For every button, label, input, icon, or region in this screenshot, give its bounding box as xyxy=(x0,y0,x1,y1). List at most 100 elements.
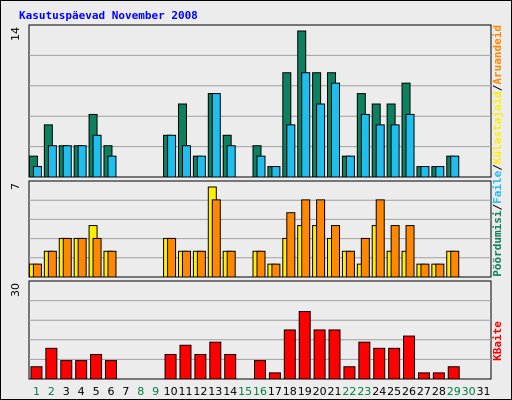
day-label-5: 5 xyxy=(93,385,100,398)
right-legend-top: Pöördumisi/Faile/Külastajaid/Aruandeid xyxy=(491,25,504,277)
bar-kbaite-day-24 xyxy=(373,347,386,380)
bar-faile-day-29 xyxy=(450,155,460,178)
bar-kbaite-day-27 xyxy=(417,372,430,380)
bar-kbaite-day-14 xyxy=(224,353,237,380)
bar-kbaite-day-16 xyxy=(254,360,266,380)
bar-aruandeid-day-10 xyxy=(167,237,177,278)
chart-title: Kasutuspäevad November 2008 xyxy=(19,9,198,22)
bar-faile-day-16 xyxy=(256,155,266,178)
day-label-25: 25 xyxy=(387,385,401,398)
panel-bottom-ymax-label: 30 xyxy=(9,283,22,297)
bar-kbaite-day-20 xyxy=(313,329,326,380)
day-label-13: 13 xyxy=(208,385,222,398)
bar-faile-day-10 xyxy=(167,134,177,178)
bar-kbaite-day-11 xyxy=(179,344,192,380)
bar-aruandeid-day-25 xyxy=(390,225,400,278)
day-label-17: 17 xyxy=(268,385,282,398)
day-label-8: 8 xyxy=(137,385,144,398)
bar-faile-day-2 xyxy=(47,145,57,178)
bar-aruandeid-day-19 xyxy=(301,199,311,278)
bar-aruandeid-day-14 xyxy=(226,250,236,278)
day-label-22: 22 xyxy=(342,385,356,398)
bar-aruandeid-day-17 xyxy=(271,263,281,278)
bar-faile-day-6 xyxy=(107,155,117,178)
bar-aruandeid-day-26 xyxy=(405,225,415,278)
bar-kbaite-day-2 xyxy=(45,347,58,380)
day-label-7: 7 xyxy=(122,385,129,398)
bar-kbaite-day-28 xyxy=(432,372,445,380)
bar-kbaite-day-6 xyxy=(104,360,117,380)
day-label-12: 12 xyxy=(193,385,207,398)
bar-kbaite-day-26 xyxy=(403,335,416,380)
bar-aruandeid-day-2 xyxy=(47,250,57,278)
bar-faile-day-26 xyxy=(405,113,415,178)
day-label-26: 26 xyxy=(402,385,416,398)
legend-aruandeid: Aruandeid xyxy=(491,25,504,85)
bar-aruandeid-day-21 xyxy=(331,225,341,278)
day-label-24: 24 xyxy=(372,385,386,398)
bar-kbaite-day-4 xyxy=(75,360,88,380)
day-label-15: 15 xyxy=(238,385,252,398)
bar-aruandeid-day-24 xyxy=(375,199,385,278)
bar-faile-day-21 xyxy=(331,82,341,178)
bar-faile-day-24 xyxy=(375,124,385,178)
bar-aruandeid-day-12 xyxy=(196,250,206,278)
bar-faile-day-1 xyxy=(32,166,42,178)
bar-kbaite-day-29 xyxy=(447,366,460,380)
bar-aruandeid-day-16 xyxy=(256,250,266,278)
right-legend-bottom: KBaite xyxy=(491,321,504,361)
bar-kbaite-day-22 xyxy=(343,366,356,380)
bar-faile-day-23 xyxy=(360,113,370,178)
bar-kbaite-day-25 xyxy=(388,347,401,380)
day-label-18: 18 xyxy=(283,385,297,398)
right-legend: Pöördumisi/Faile/Külastajaid/AruandeidKB… xyxy=(491,25,504,361)
bar-kbaite-day-13 xyxy=(209,341,222,380)
legend-faile: Faile xyxy=(491,170,504,203)
bar-kbaite-day-21 xyxy=(328,329,341,380)
bar-kbaite-day-3 xyxy=(60,360,73,380)
bar-faile-day-12 xyxy=(196,155,206,178)
bar-aruandeid-day-27 xyxy=(420,263,430,278)
bar-kbaite-day-5 xyxy=(90,353,103,380)
day-label-1: 1 xyxy=(33,385,40,398)
day-label-4: 4 xyxy=(78,385,85,398)
day-label-29: 29 xyxy=(447,385,461,398)
bar-aruandeid-day-22 xyxy=(345,250,355,278)
bar-aruandeid-day-6 xyxy=(107,250,117,278)
bar-aruandeid-day-11 xyxy=(181,250,191,278)
bar-faile-day-28 xyxy=(435,166,445,178)
panel-top-ymax-label: 14 xyxy=(9,27,22,41)
panel-bottom: 30 xyxy=(9,280,492,380)
bar-faile-day-17 xyxy=(271,166,281,178)
day-label-31: 31 xyxy=(477,385,491,398)
day-label-30: 30 xyxy=(462,385,476,398)
bar-kbaite-day-18 xyxy=(283,329,296,380)
bar-aruandeid-day-23 xyxy=(360,237,370,278)
bar-aruandeid-day-18 xyxy=(286,212,296,278)
day-labels: 1 2 3 4 5 6 7 8 9 10 11 12 13 14 15 16 17 18 19 20 21 22 23 24 2… xyxy=(33,385,491,398)
legend-separator: / xyxy=(491,84,504,91)
day-label-23: 23 xyxy=(357,385,371,398)
bar-aruandeid-day-4 xyxy=(77,237,87,278)
panel-middle-ymax-label: 7 xyxy=(9,183,22,190)
day-label-3: 3 xyxy=(63,385,70,398)
bar-faile-day-3 xyxy=(62,145,72,178)
day-label-2: 2 xyxy=(48,385,55,398)
bar-aruandeid-day-28 xyxy=(435,263,445,278)
bar-aruandeid-day-13 xyxy=(211,199,221,278)
legend-separator: / xyxy=(491,164,504,171)
legend-pöördumisi: Pöördumisi xyxy=(491,210,504,277)
legend-külastajaid: Külastajaid xyxy=(491,91,504,164)
bar-kbaite-day-23 xyxy=(358,341,371,380)
bar-aruandeid-day-1 xyxy=(32,263,42,278)
bar-aruandeid-day-5 xyxy=(92,237,102,278)
day-label-20: 20 xyxy=(313,385,327,398)
panel-top: 14 xyxy=(9,24,492,178)
legend-separator: / xyxy=(491,203,504,210)
bar-faile-day-11 xyxy=(181,145,191,178)
bar-faile-day-20 xyxy=(316,103,326,178)
bar-faile-day-18 xyxy=(286,124,296,178)
bar-kbaite-day-10 xyxy=(164,353,177,380)
